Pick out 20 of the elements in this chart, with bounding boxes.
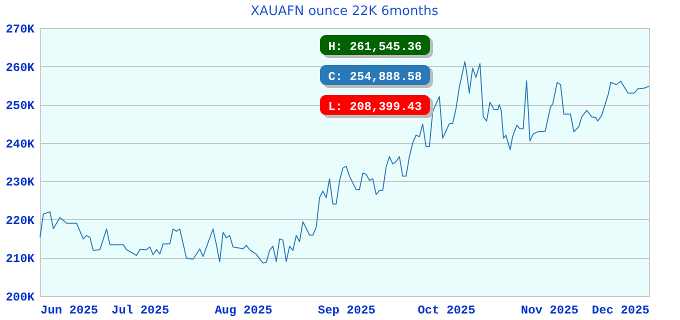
x-tick-label: Aug 2025	[214, 304, 272, 318]
annotation: H: 261,545.36	[328, 40, 422, 54]
x-tick-label: Dec 2025	[592, 304, 650, 318]
annotation: L: 208,399.43	[328, 100, 422, 114]
x-tick-label: Nov 2025	[520, 304, 578, 318]
annotation: C: 254,888.58	[328, 70, 422, 84]
chart-title: XAUAFN ounce 22K 6months	[250, 4, 439, 19]
x-tick-label: Sep 2025	[318, 304, 376, 318]
y-tick-label: 260K	[6, 60, 36, 75]
y-tick-label: 250K	[6, 99, 36, 114]
x-tick-label: Oct 2025	[418, 304, 476, 318]
y-tick-label: 210K	[6, 252, 36, 266]
x-tick-label: Jul 2025	[112, 304, 170, 318]
line-series	[40, 61, 650, 264]
y-tick-label: 200K	[6, 290, 36, 304]
x-tick-label: Jun 2025	[40, 304, 98, 318]
y-tick-label: 220K	[6, 214, 36, 228]
y-tick-label: 270K	[6, 22, 36, 36]
y-tick-label: 230K	[6, 176, 36, 190]
y-tick-label: 240K	[6, 137, 36, 152]
